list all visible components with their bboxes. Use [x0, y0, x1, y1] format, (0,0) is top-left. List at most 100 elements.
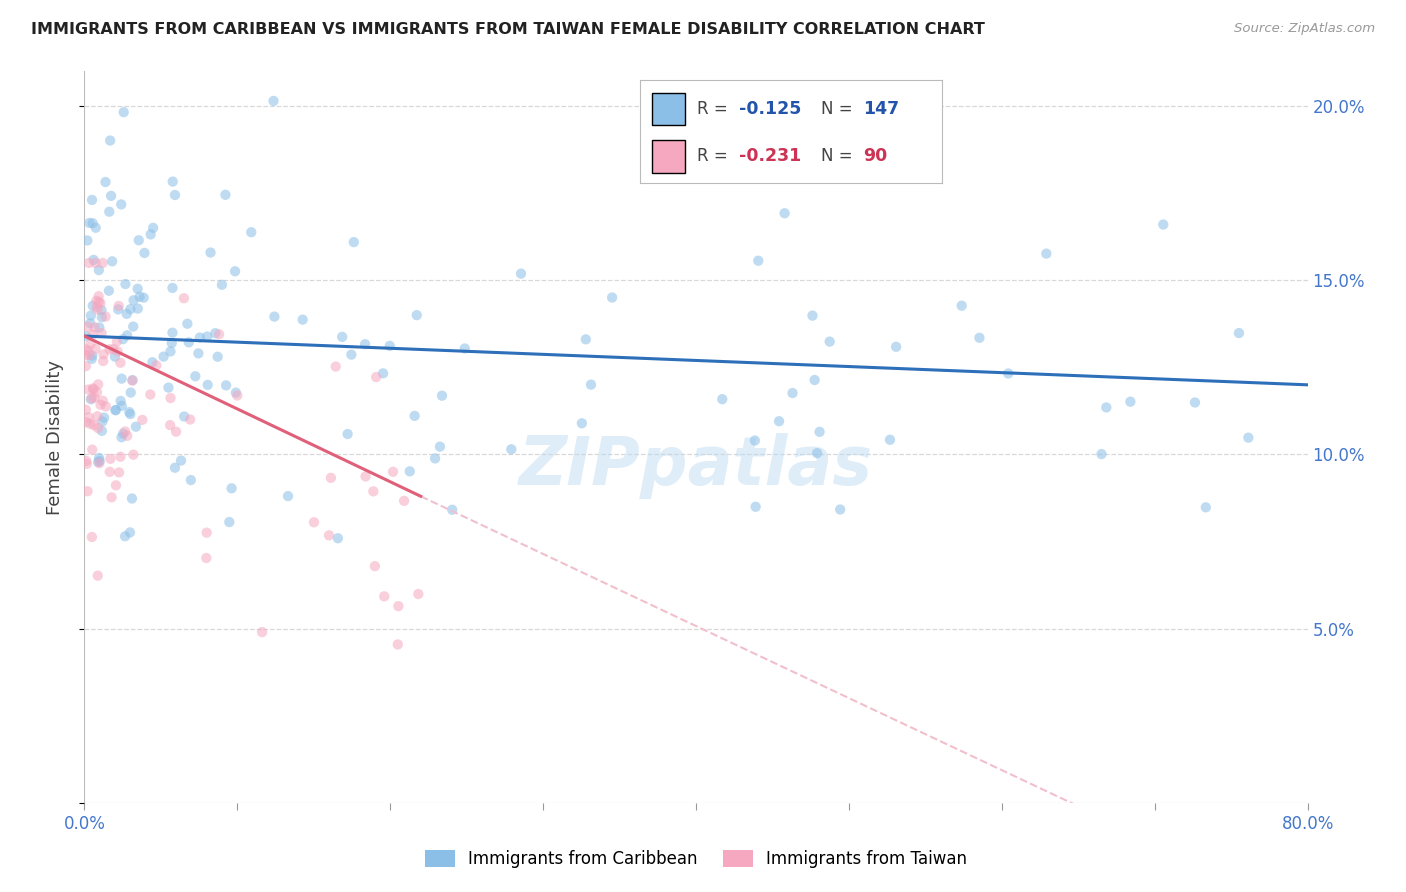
Point [121, 374, 143, 388]
Point [107, 302, 129, 317]
Point [80, 193, 103, 207]
Point [89, 456, 111, 470]
Text: -0.125: -0.125 [740, 100, 801, 118]
Point [79, 216, 101, 230]
Point [263, 310, 285, 324]
Point [404, 409, 426, 423]
Point [207, 350, 229, 364]
Point [79, 417, 101, 431]
Point [160, 336, 183, 351]
Point [159, 344, 181, 359]
Point [170, 453, 193, 467]
Point [224, 264, 246, 278]
Text: 90: 90 [863, 147, 887, 165]
Point [114, 425, 136, 439]
Point [77, 343, 100, 358]
Point [127, 301, 149, 316]
Point [93, 410, 115, 425]
Point [80, 392, 103, 407]
Point [107, 344, 129, 359]
Point [575, 332, 598, 346]
Point [90, 310, 112, 325]
Point [579, 377, 602, 392]
Point [110, 430, 132, 444]
Point [291, 312, 314, 326]
Point [1090, 447, 1112, 461]
Point [139, 387, 162, 401]
Point [879, 433, 901, 447]
Point [75, 329, 97, 343]
Point [104, 350, 127, 364]
Point [806, 446, 828, 460]
Point [94, 400, 117, 414]
Point [330, 330, 353, 344]
Point [336, 427, 359, 442]
Point [378, 339, 401, 353]
Point [510, 267, 533, 281]
Point [188, 330, 211, 344]
Point [250, 625, 273, 640]
Point [91, 414, 114, 428]
Point [803, 373, 825, 387]
Point [423, 451, 446, 466]
Point [75, 415, 97, 429]
Point [77, 410, 100, 425]
Point [768, 414, 790, 428]
Point [179, 412, 201, 426]
Point [79, 316, 101, 330]
Point [90, 326, 112, 340]
Point [86, 409, 108, 424]
Point [86, 293, 108, 308]
Point [204, 326, 226, 341]
Point [240, 225, 263, 239]
Point [711, 392, 734, 407]
Point [90, 398, 112, 412]
Point [195, 329, 218, 343]
Point [97, 284, 120, 298]
Point [122, 448, 145, 462]
Point [75, 454, 97, 468]
Point [118, 525, 141, 540]
Point [87, 289, 110, 303]
Point [441, 502, 464, 516]
Point [200, 245, 222, 260]
Point [107, 299, 129, 313]
Point [84, 342, 107, 356]
Point [77, 383, 100, 397]
Point [98, 343, 121, 357]
Point [75, 343, 97, 357]
Point [120, 385, 142, 400]
Point [139, 227, 162, 242]
Point [79, 337, 101, 351]
Point [950, 299, 973, 313]
Point [152, 350, 174, 364]
Point [111, 399, 134, 413]
Point [89, 454, 111, 468]
Point [145, 359, 167, 373]
Point [77, 256, 100, 270]
Point [108, 466, 131, 480]
Point [125, 419, 148, 434]
Point [115, 429, 138, 443]
Point [128, 233, 150, 247]
Point [76, 457, 98, 471]
Point [75, 359, 97, 374]
Point [82, 299, 104, 313]
Point [98, 134, 121, 148]
Point [830, 502, 852, 516]
Point [343, 235, 366, 249]
Text: -0.231: -0.231 [740, 147, 801, 165]
Point [87, 450, 110, 465]
Point [91, 393, 114, 408]
Text: R =: R = [697, 147, 733, 165]
Text: IMMIGRANTS FROM CARIBBEAN VS IMMIGRANTS FROM TAIWAN FEMALE DISABILITY CORRELATIO: IMMIGRANTS FROM CARIBBEAN VS IMMIGRANTS … [31, 22, 984, 37]
Point [387, 637, 409, 651]
Point [91, 354, 114, 368]
Point [744, 500, 766, 514]
Point [162, 326, 184, 340]
Point [226, 388, 249, 402]
Point [84, 256, 107, 270]
Point [430, 389, 453, 403]
Point [884, 340, 907, 354]
Point [1227, 326, 1250, 340]
